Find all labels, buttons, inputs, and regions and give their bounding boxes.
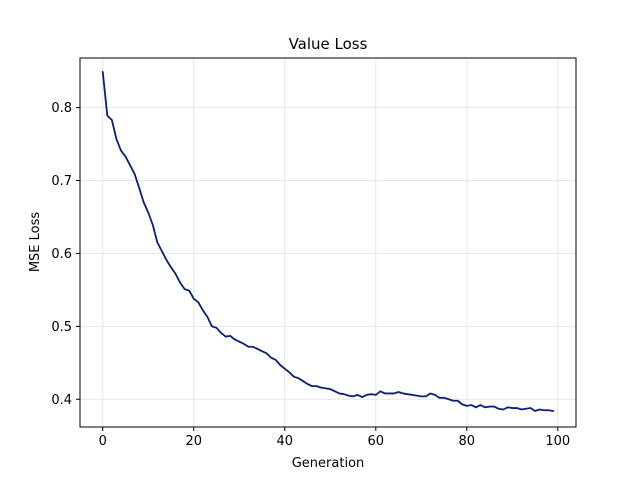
y-tick-label: 0.7 [51, 174, 72, 189]
ticks: 0 20 40 60 80 100 0.4 0.5 0.6 0.7 0.8 [51, 101, 570, 449]
y-tick-label: 0.8 [51, 101, 72, 116]
x-tick-label: 0 [99, 434, 107, 449]
y-tick-label: 0.5 [51, 320, 72, 335]
series-line [101, 70, 555, 412]
plot-frame [79, 57, 577, 428]
grid [80, 58, 576, 427]
y-tick-label: 0.6 [51, 247, 72, 262]
chart-title: Value Loss [289, 35, 368, 53]
x-tick-label: 100 [545, 434, 570, 449]
x-tick-label: 60 [368, 434, 385, 449]
x-tick-label: 80 [459, 434, 476, 449]
x-axis-label: Generation [292, 456, 365, 471]
x-tick-label: 40 [276, 434, 293, 449]
y-axis-label: MSE Loss [28, 212, 43, 273]
y-tick-label: 0.4 [51, 393, 72, 408]
x-tick-label: 20 [185, 434, 202, 449]
